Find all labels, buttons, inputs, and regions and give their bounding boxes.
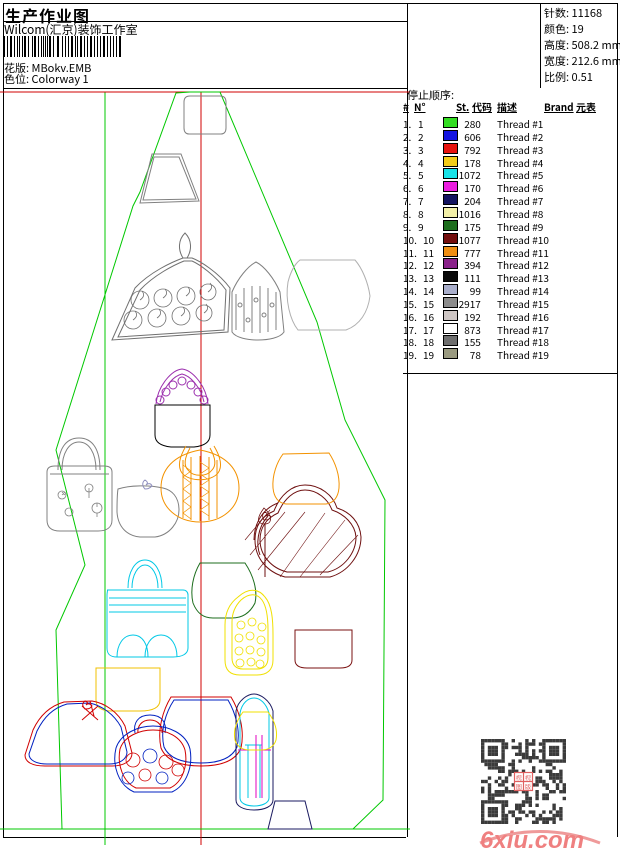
svg-text:6xiu.com: 6xiu.com <box>480 827 584 853</box>
svg-text:版: 版 <box>525 782 531 791</box>
svg-text:视: 视 <box>525 773 531 782</box>
svg-text:图: 图 <box>516 782 522 791</box>
svg-text:视: 视 <box>516 773 522 782</box>
